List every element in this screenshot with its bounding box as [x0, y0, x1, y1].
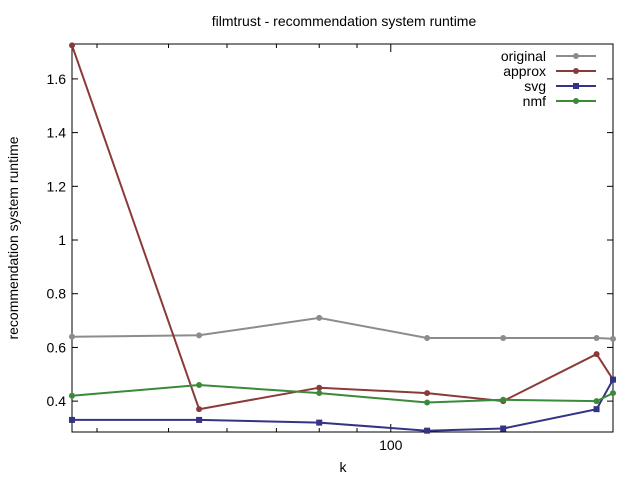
data-point-svg — [593, 406, 600, 413]
series-nmf — [69, 382, 616, 406]
legend-swatch-marker — [573, 68, 579, 74]
data-point-svg — [69, 416, 75, 423]
y-tick-label: 1 — [58, 232, 66, 248]
data-point-approx — [593, 351, 600, 358]
data-point-original — [610, 335, 616, 342]
data-point-svg — [196, 416, 203, 423]
x-axis-label: k — [340, 459, 348, 475]
legend-item-original: original — [501, 48, 596, 64]
legend-label: original — [501, 48, 546, 64]
data-point-approx — [316, 384, 323, 391]
series-layer — [69, 42, 616, 434]
legend-label: approx — [503, 63, 546, 79]
legend-label: svg — [524, 78, 546, 94]
data-point-approx — [69, 42, 75, 49]
data-point-nmf — [424, 399, 431, 406]
data-point-nmf — [196, 382, 203, 389]
chart-title: filmtrust - recommendation system runtim… — [212, 13, 477, 29]
data-point-original — [196, 332, 203, 339]
series-line-original — [71, 316, 614, 340]
data-point-original — [424, 335, 431, 342]
legend-swatch-marker — [573, 98, 579, 104]
y-axis-label: recommendation system runtime — [5, 136, 21, 339]
data-point-original — [69, 333, 75, 340]
data-point-nmf — [610, 390, 616, 397]
y-tick-label: 1.2 — [47, 178, 67, 194]
data-point-nmf — [316, 390, 323, 397]
y-tick-label: 1.6 — [47, 71, 67, 87]
legend-swatch-marker — [573, 53, 579, 59]
y-tick-label: 0.6 — [47, 339, 67, 355]
series-svg — [69, 376, 616, 434]
y-tick-label: 0.8 — [47, 286, 67, 302]
data-point-svg — [610, 376, 616, 383]
data-point-nmf — [500, 396, 507, 403]
legend-item-nmf: nmf — [523, 93, 596, 109]
data-point-svg — [500, 425, 507, 432]
data-point-original — [593, 335, 600, 342]
legend-label: nmf — [523, 93, 546, 109]
data-point-approx — [196, 406, 203, 413]
data-point-approx — [424, 390, 431, 397]
plot-frame — [71, 43, 614, 433]
axis-ticks: 0.4 0.6 0.8 1 1.2 1.4 1.6 100 — [47, 44, 614, 453]
x-tick-label: 100 — [379, 437, 403, 453]
data-point-original — [316, 314, 323, 321]
data-point-original — [500, 335, 507, 342]
legend-item-svg: svg — [524, 78, 596, 94]
legend-item-approx: approx — [503, 63, 596, 79]
series-original — [69, 314, 616, 342]
data-point-svg — [424, 427, 431, 434]
data-point-nmf — [69, 392, 75, 399]
legend-swatch-marker — [573, 83, 579, 89]
data-point-nmf — [593, 398, 600, 405]
y-tick-label: 0.4 — [47, 393, 67, 409]
data-point-svg — [316, 419, 323, 426]
y-tick-label: 1.4 — [47, 125, 67, 141]
